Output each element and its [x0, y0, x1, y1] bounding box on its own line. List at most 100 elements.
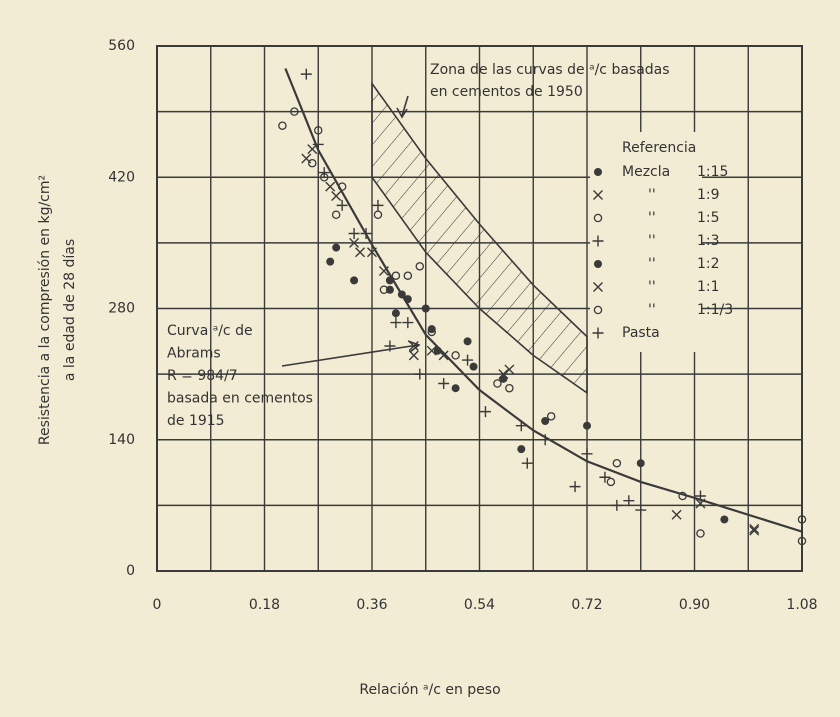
- marker-x: [367, 247, 377, 258]
- marker-dot: [385, 276, 394, 285]
- marker-x: [749, 523, 760, 534]
- legend-label: '': [648, 233, 656, 249]
- marker-x: [695, 498, 706, 509]
- legend-ratio: 1:2: [697, 256, 720, 272]
- marker-x: [331, 191, 342, 201]
- legend-label: Mezcla: [622, 164, 670, 180]
- marker-dot: [541, 417, 550, 425]
- marker-plus: [372, 199, 384, 211]
- marker-circle: [313, 126, 323, 135]
- marker-circle: [678, 491, 687, 501]
- marker-dot: [403, 295, 412, 304]
- annotation: de 1915: [167, 413, 225, 429]
- marker-plus: [592, 235, 604, 247]
- legend-ratio: 1:1/3: [697, 302, 733, 318]
- marker-circle: [493, 379, 502, 388]
- marker-plus: [462, 354, 474, 366]
- marker-dot: [594, 260, 602, 268]
- marker-plus: [635, 504, 647, 516]
- annotation: en cementos de 1950: [430, 84, 583, 100]
- y-tick-label: 560: [108, 38, 135, 54]
- marker-dot: [391, 309, 400, 318]
- marker-plus: [515, 420, 527, 432]
- marker-plus: [694, 490, 706, 502]
- marker-x: [355, 247, 366, 258]
- annotation-arrow: [281, 340, 421, 367]
- marker-circle: [546, 412, 556, 421]
- marker-plus: [360, 228, 372, 239]
- y-tick-label: 0: [126, 563, 135, 579]
- legend-label: Pasta: [622, 325, 660, 341]
- marker-x: [349, 237, 360, 248]
- marker-plus: [592, 327, 604, 339]
- marker-dot: [594, 168, 602, 176]
- legend-title: Referencia: [622, 140, 696, 156]
- marker-x: [671, 509, 682, 520]
- annotation: Abrams: [167, 346, 221, 362]
- legend-ratio: 1:5: [697, 210, 720, 226]
- legend-label: '': [648, 279, 656, 295]
- marker-plus: [318, 167, 330, 179]
- marker-x: [438, 350, 449, 361]
- marker-x: [749, 525, 760, 536]
- annotation: basada en cementos: [167, 391, 313, 407]
- annotation-arrow: [396, 95, 409, 119]
- marker-plus: [581, 448, 593, 460]
- y-axis-label: a la edad de 28 días: [62, 239, 78, 381]
- marker-dot: [326, 257, 335, 266]
- marker-x: [504, 364, 515, 375]
- marker-circle: [505, 383, 514, 393]
- legend-label: '': [648, 302, 656, 318]
- y-tick-label: 140: [108, 432, 135, 448]
- marker-circle: [593, 213, 603, 223]
- y-axis-label: Resistencia a la compresión en kg/cm²: [37, 175, 53, 445]
- marker-dot: [517, 445, 526, 454]
- legend-label: '': [648, 210, 656, 226]
- marker-dot: [421, 304, 430, 313]
- marker-plus: [521, 457, 533, 469]
- x-tick-label: 0: [153, 597, 162, 613]
- marker-plus: [390, 317, 402, 329]
- marker-circle: [308, 158, 317, 168]
- marker-plus: [402, 317, 414, 329]
- x-tick-label: 0.36: [356, 597, 387, 613]
- marker-dot: [332, 243, 341, 252]
- legend-label: '': [648, 187, 656, 203]
- marker-plus: [300, 68, 312, 80]
- abrams-curve: [284, 68, 803, 533]
- y-tick-label: 280: [108, 301, 135, 317]
- marker-plus: [599, 471, 611, 483]
- marker-plus: [479, 406, 491, 418]
- marker-circle: [612, 458, 622, 468]
- marker-dot: [350, 276, 359, 285]
- marker-plus: [438, 378, 450, 389]
- y-tick-label: 420: [108, 169, 135, 185]
- marker-x: [593, 282, 603, 292]
- marker-x: [325, 181, 336, 192]
- marker-dot: [427, 325, 436, 334]
- marker-circle: [593, 305, 603, 315]
- marker-dot: [451, 384, 460, 393]
- x-tick-label: 0.18: [249, 597, 280, 613]
- marker-dot: [720, 515, 729, 524]
- x-tick-label: 1.08: [786, 597, 817, 613]
- marker-x: [307, 144, 318, 155]
- marker-plus: [336, 199, 348, 211]
- marker-dot: [636, 459, 645, 468]
- marker-plus: [348, 228, 360, 239]
- marker-circle: [403, 271, 413, 280]
- marker-circle: [373, 210, 383, 219]
- marker-circle: [379, 285, 389, 294]
- x-axis-label: Relación ᵃ/c en peso: [359, 682, 500, 698]
- marker-dot: [385, 285, 394, 294]
- marker-circle: [606, 477, 616, 487]
- legend-ratio: 1:3: [697, 233, 720, 249]
- marker-dot: [397, 290, 406, 299]
- x-tick-label: 0.90: [679, 597, 710, 613]
- marker-circle: [331, 210, 341, 219]
- marker-x: [426, 345, 437, 356]
- marker-plus: [414, 368, 426, 380]
- annotation: Curva ᵃ/c de: [167, 323, 253, 339]
- marker-x: [378, 266, 389, 276]
- marker-circle: [278, 121, 287, 130]
